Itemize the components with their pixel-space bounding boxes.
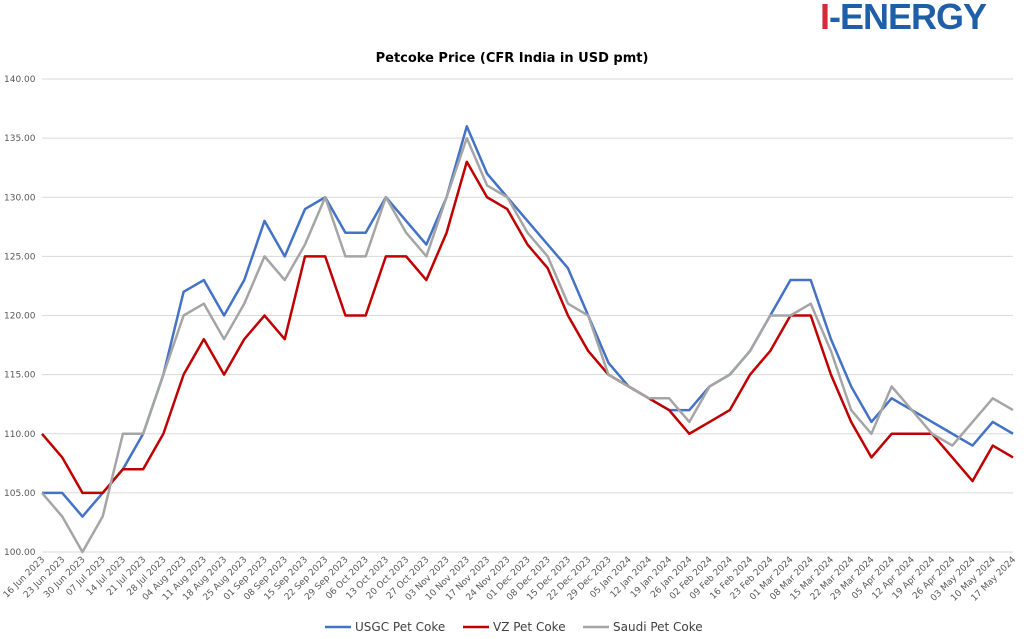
y-tick-label: 135.00: [4, 134, 36, 144]
i-energy-logo: I-ENERGY: [820, 0, 987, 37]
y-tick-label: 140.00: [4, 75, 36, 85]
y-tick-label: 110.00: [4, 430, 36, 440]
y-tick-label: 130.00: [4, 193, 36, 203]
legend-label: Saudi Pet Coke: [613, 620, 703, 634]
y-tick-label: 120.00: [4, 312, 36, 322]
legend-label: USGC Pet Coke: [355, 620, 445, 634]
series-line-0: [42, 125, 1014, 518]
y-tick-label: 125.00: [4, 252, 36, 262]
legend-label: VZ Pet Coke: [493, 620, 566, 634]
y-tick-label: 115.00: [4, 371, 36, 381]
series-line-2: [41, 136, 1014, 554]
series-line-1: [41, 160, 1014, 495]
y-tick-label: 100.00: [4, 548, 36, 558]
y-tick-label: 105.00: [4, 489, 36, 499]
chart-title: Petcoke Price (CFR India in USD pmt): [376, 51, 649, 66]
